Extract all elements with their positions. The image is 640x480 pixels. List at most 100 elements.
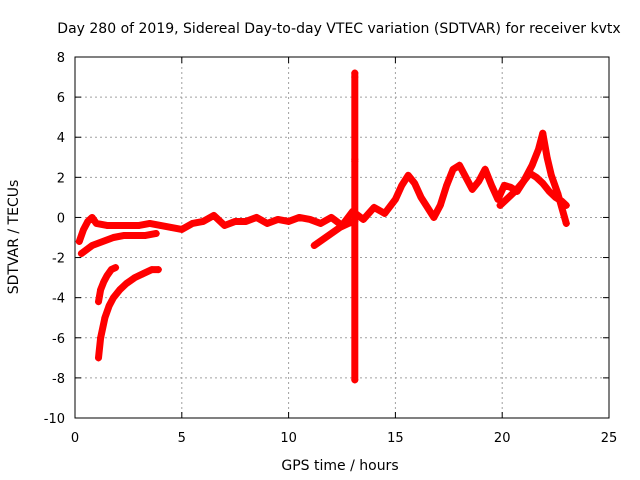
data-point xyxy=(94,354,102,362)
data-point xyxy=(100,278,108,286)
data-point xyxy=(494,195,502,203)
data-point xyxy=(430,213,438,221)
data-point xyxy=(417,193,425,201)
data-point xyxy=(547,171,555,179)
data-point xyxy=(317,219,325,227)
data-point xyxy=(423,203,431,211)
plot-area-border xyxy=(74,56,610,419)
data-point xyxy=(327,213,335,221)
data-point xyxy=(436,201,444,209)
data-point xyxy=(359,215,367,223)
x-tick-label: 10 xyxy=(280,431,297,446)
y-tick-label: -6 xyxy=(52,332,65,347)
series-band xyxy=(94,266,162,362)
data-point xyxy=(488,181,496,189)
data-point xyxy=(103,272,111,280)
data-point xyxy=(114,221,122,229)
x-tick-label: 0 xyxy=(71,431,79,446)
data-point xyxy=(562,219,570,227)
data-point xyxy=(511,187,519,195)
data-point xyxy=(124,221,132,229)
data-point xyxy=(411,179,419,187)
data-point xyxy=(502,195,510,203)
data-point xyxy=(344,219,352,227)
data-point xyxy=(135,221,143,229)
data-point xyxy=(274,215,282,223)
data-point xyxy=(88,213,96,221)
y-axis-label: SDTVAR / TECUs xyxy=(6,180,22,295)
y-tick-label: 6 xyxy=(57,91,65,106)
data-point xyxy=(535,145,543,153)
data-point xyxy=(449,165,457,173)
data-point xyxy=(139,270,147,278)
data-point xyxy=(528,161,536,169)
series-afternoon-spike xyxy=(496,129,570,227)
data-point xyxy=(455,161,463,169)
data-point xyxy=(231,217,239,225)
data-point xyxy=(112,264,120,272)
data-point xyxy=(336,223,344,231)
data-point xyxy=(188,219,196,227)
data-point xyxy=(105,302,113,310)
data-point xyxy=(306,215,314,223)
data-point xyxy=(391,195,399,203)
data-point xyxy=(167,223,175,231)
data-point xyxy=(75,238,83,246)
data-point xyxy=(481,165,489,173)
data-point xyxy=(263,219,271,227)
data-point xyxy=(80,225,88,233)
tick-layer: 0 5 10 15 20 25 -10 -8 -6 -4 -2 0 2 4 6 8 xyxy=(44,51,618,446)
y-tick-label: 2 xyxy=(57,171,65,186)
data-point xyxy=(532,173,540,181)
data-point xyxy=(545,187,553,195)
data-point xyxy=(351,73,359,81)
data-point xyxy=(500,181,508,189)
y-tick-label: -4 xyxy=(52,292,65,307)
data-point xyxy=(554,189,562,197)
data-point xyxy=(253,213,261,221)
data-point xyxy=(116,286,124,294)
data-point xyxy=(543,153,551,161)
data-point xyxy=(152,229,160,237)
data-point xyxy=(319,236,327,244)
data-point xyxy=(327,229,335,237)
data-point xyxy=(370,203,378,211)
series-band xyxy=(75,161,570,246)
data-point xyxy=(84,217,92,225)
data-point xyxy=(122,280,130,288)
data-point xyxy=(154,266,162,274)
chart-title: Day 280 of 2019, Sidereal Day-to-day VTE… xyxy=(57,21,620,37)
data-point xyxy=(507,183,515,191)
series-early-dip-b xyxy=(94,264,120,306)
data-point xyxy=(468,185,476,193)
data-point xyxy=(221,221,229,229)
data-point xyxy=(310,242,318,250)
data-layer xyxy=(75,69,570,384)
data-point xyxy=(101,314,109,322)
data-point xyxy=(539,179,547,187)
data-point xyxy=(148,266,156,274)
data-point xyxy=(351,157,359,165)
y-tick-label: -8 xyxy=(52,372,65,387)
data-point xyxy=(109,294,117,302)
data-point xyxy=(210,211,218,219)
data-point xyxy=(443,181,451,189)
y-tick-label: -10 xyxy=(44,412,65,427)
data-point xyxy=(351,376,359,384)
data-point xyxy=(146,219,154,227)
data-point xyxy=(141,231,149,239)
data-point xyxy=(520,177,528,185)
data-point xyxy=(178,225,186,233)
data-point xyxy=(475,177,483,185)
series-early-dip-a xyxy=(94,266,162,362)
series-main-band xyxy=(75,161,570,246)
data-point xyxy=(539,129,547,137)
data-point xyxy=(381,209,389,217)
data-point xyxy=(398,181,406,189)
data-point xyxy=(109,234,117,241)
y-tick-label: 4 xyxy=(57,131,65,146)
y-tick-label: 8 xyxy=(57,51,65,66)
y-tick-label: 0 xyxy=(57,211,65,226)
